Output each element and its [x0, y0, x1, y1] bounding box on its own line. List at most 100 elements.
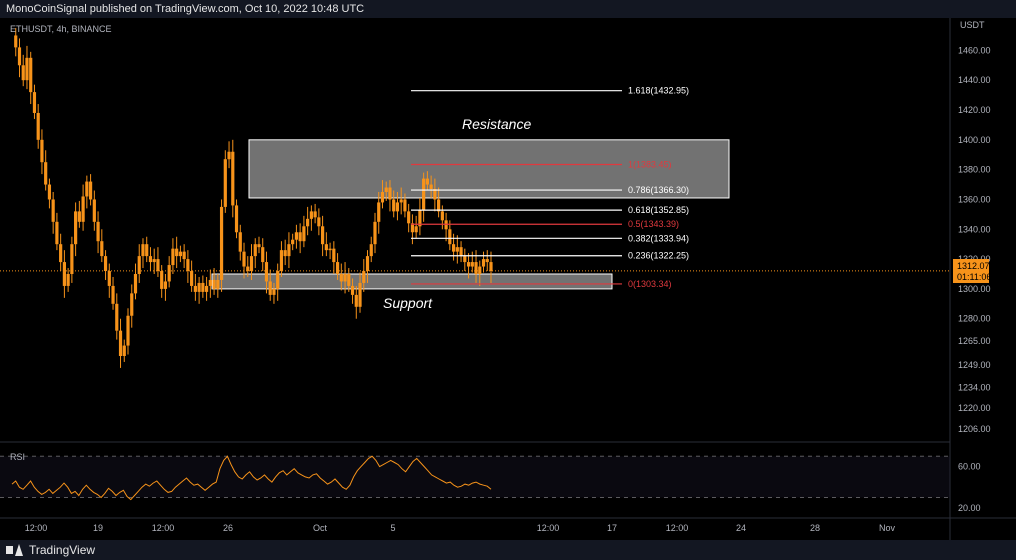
- candle-body: [208, 279, 212, 286]
- candle-body: [17, 47, 22, 66]
- candle-body: [440, 211, 444, 221]
- candle-body: [384, 187, 388, 192]
- candle-body: [242, 251, 246, 267]
- candle-body: [51, 199, 55, 222]
- price-tick-label: 1220.00: [958, 403, 991, 413]
- candle-body: [152, 259, 156, 263]
- rsi-tick-label: 20.00: [958, 503, 981, 513]
- candle-body: [231, 151, 235, 206]
- candle-body: [433, 189, 437, 200]
- candle-body: [44, 162, 48, 185]
- footer-bar: TradingView: [0, 540, 1016, 560]
- resistance-label: Resistance: [462, 116, 531, 132]
- candle-body: [137, 256, 141, 274]
- candle-body: [347, 274, 351, 286]
- candle-body: [85, 181, 89, 197]
- candle-body: [253, 244, 257, 257]
- candle-body: [429, 184, 433, 190]
- candle-body: [163, 281, 168, 289]
- time-tick-label: 19: [93, 523, 103, 533]
- candle-body: [373, 221, 377, 245]
- candle-body: [130, 293, 134, 316]
- tradingview-logo[interactable]: TradingView: [6, 543, 95, 557]
- price-tick-label: 1380.00: [958, 165, 991, 175]
- candle-body: [257, 244, 261, 248]
- candle-body: [455, 247, 459, 252]
- candle-body: [377, 202, 381, 222]
- fib-level-label: 0.786(1366.30): [628, 185, 689, 195]
- candle-body: [291, 239, 295, 245]
- fib-layer: 1.618(1432.95) 1(1383.45) 0.786(1366.30) 0.…: [0, 86, 950, 289]
- candle-body: [339, 274, 343, 282]
- candle-body: [167, 265, 171, 282]
- candle-body: [463, 256, 467, 263]
- price-tick-label: 1265.00: [958, 336, 991, 346]
- time-tick-label: 5: [390, 523, 395, 533]
- price-tick-label: 1300.00: [958, 284, 991, 294]
- time-tick-label: 17: [607, 523, 617, 533]
- price-tick-label: 1280.00: [958, 314, 991, 324]
- candle-body: [81, 196, 85, 222]
- candle-body: [388, 187, 392, 200]
- price-chart-svg[interactable]: 1.618(1432.95) 1(1383.45) 0.786(1366.30) 0.…: [0, 18, 1016, 540]
- candle-body: [77, 211, 81, 222]
- fib-level-label: 0.382(1333.94): [628, 233, 689, 243]
- candle-body: [55, 221, 59, 245]
- candle-body: [160, 271, 164, 289]
- candle-body: [410, 223, 415, 233]
- candle-body: [227, 151, 231, 160]
- candle-body: [287, 244, 291, 257]
- publish-bar: MonoCoinSignal published on TradingView.…: [0, 0, 1016, 18]
- candle-body: [414, 226, 418, 233]
- candle-body: [459, 247, 463, 257]
- candle-body: [335, 262, 340, 274]
- candle-body: [425, 178, 429, 185]
- candle-body: [70, 244, 74, 274]
- rsi-line: [11, 455, 492, 501]
- candle-body: [249, 256, 254, 272]
- fib-level-label: 1(1383.45): [628, 159, 672, 169]
- candle-body: [219, 206, 224, 280]
- price-tick-label: 1340.00: [958, 224, 991, 234]
- candle-body: [115, 303, 119, 331]
- candle-body: [246, 266, 250, 272]
- last-price-badge: [953, 259, 989, 283]
- candle-body: [422, 178, 426, 210]
- candle-body: [171, 248, 175, 266]
- candle-body: [92, 199, 96, 222]
- fib-level-label: 0.618(1352.85): [628, 205, 689, 215]
- candle-layer: [14, 28, 493, 368]
- candle-body: [100, 241, 104, 257]
- chart-area[interactable]: 1.618(1432.95) 1(1383.45) 0.786(1366.30) 0.…: [0, 18, 1016, 540]
- candle-body: [354, 294, 358, 307]
- candle-body: [324, 244, 328, 251]
- candle-body: [485, 259, 489, 263]
- candle-body: [451, 244, 456, 252]
- candle-body: [107, 271, 111, 286]
- price-tick-label: 1420.00: [958, 105, 991, 115]
- candle-body: [481, 259, 486, 267]
- candle-body: [103, 256, 108, 272]
- candle-body: [268, 281, 272, 295]
- candle-body: [40, 139, 44, 163]
- candle-body: [362, 271, 366, 283]
- candle-body: [470, 262, 474, 267]
- time-tick-label: 12:00: [537, 523, 560, 533]
- candle-body: [204, 285, 209, 292]
- candle-body: [407, 211, 411, 224]
- candle-body: [62, 262, 66, 286]
- candle-body: [466, 262, 471, 267]
- time-tick-label: 12:00: [666, 523, 689, 533]
- time-tick-label: 28: [810, 523, 820, 533]
- candle-body: [317, 217, 321, 227]
- rsi-layer: [0, 455, 950, 501]
- time-tick-label: 24: [736, 523, 746, 533]
- candle-body: [358, 282, 362, 307]
- last-price-countdown: 01:11:06: [957, 272, 991, 282]
- candle-body: [141, 244, 145, 257]
- candle-body: [36, 112, 40, 140]
- candle-body: [29, 57, 33, 93]
- last-price-value: 1312.07: [957, 261, 990, 271]
- zone-layer: [211, 139, 730, 290]
- candle-body: [32, 92, 37, 113]
